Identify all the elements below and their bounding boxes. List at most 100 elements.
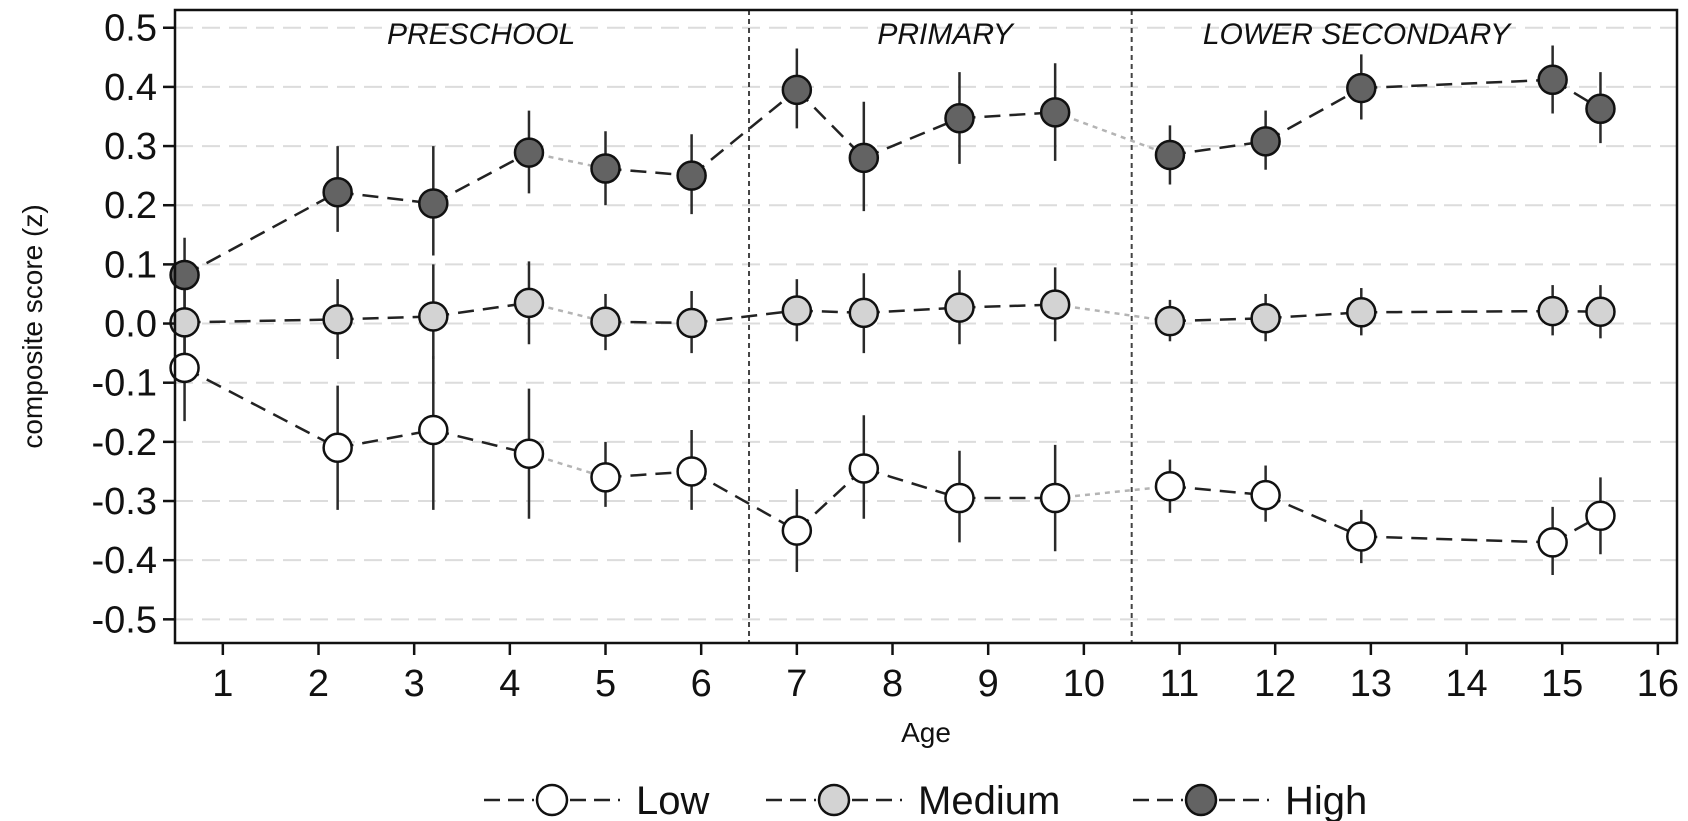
x-tick-label-7: 8	[882, 663, 903, 705]
line-low-seg-10	[1169, 484, 1266, 497]
point-medium-5	[676, 307, 707, 339]
line-medium-seg-8	[959, 303, 1056, 309]
phase-label-0: PRESCHOOL	[387, 18, 575, 51]
y-tick-label-10: 0.5	[104, 8, 157, 50]
point-high-6	[781, 74, 813, 106]
legend-label-low: Low	[636, 779, 709, 821]
line-high-seg-7	[863, 117, 960, 160]
x-tick-label-1: 2	[308, 663, 329, 705]
x-axis-title: Age	[901, 717, 951, 748]
legend: Low Medium High	[484, 779, 1367, 821]
line-medium-seg-0	[184, 318, 338, 324]
point-low-9	[1039, 482, 1071, 514]
point-medium-10	[1154, 305, 1186, 337]
point-high-14	[1585, 93, 1616, 125]
point-low-1	[322, 432, 353, 464]
line-low-seg-11	[1265, 493, 1362, 538]
line-medium-seg-1	[337, 315, 434, 321]
line-low-seg-7	[863, 467, 960, 500]
grid-layer	[175, 26, 1677, 621]
phase-labels: PRESCHOOL PRIMARY LOWER SECONDARY	[387, 18, 1512, 51]
x-tick-label-4: 5	[595, 663, 616, 705]
point-low-14	[1585, 500, 1616, 532]
point-medium-13	[1537, 295, 1568, 327]
y-tick-label-2: -0.3	[92, 481, 157, 523]
point-medium-14	[1585, 296, 1616, 327]
point-high-11	[1250, 126, 1281, 157]
line-high-seg-11	[1265, 86, 1362, 143]
point-medium-8	[944, 292, 975, 323]
line-high-seg-6	[795, 88, 865, 159]
line-high-seg-2	[432, 151, 530, 205]
point-high-8	[944, 103, 975, 134]
line-medium-seg-10	[1169, 316, 1266, 323]
line-medium-seg-12	[1361, 309, 1553, 314]
point-medium-12	[1346, 297, 1377, 328]
y-tick-label-7: 0.2	[104, 185, 157, 227]
point-medium-6	[781, 295, 813, 326]
line-high-seg-9	[1054, 111, 1171, 157]
y-tick-label-8: 0.3	[104, 126, 157, 168]
point-high-5	[676, 160, 707, 191]
legend-marker-medium	[817, 783, 851, 817]
x-tick-label-12: 13	[1350, 663, 1392, 705]
data-points	[169, 64, 1616, 558]
point-low-5	[676, 456, 707, 487]
point-low-2	[418, 414, 449, 446]
x-tick-label-15: 16	[1637, 663, 1679, 705]
point-low-13	[1537, 527, 1568, 558]
legend-label-medium: Medium	[918, 779, 1060, 821]
line-medium-seg-2	[433, 301, 530, 318]
y-tick-label-3: -0.2	[92, 422, 157, 464]
y-tick-label-9: 0.4	[104, 67, 157, 109]
x-tick-label-3: 4	[499, 663, 520, 705]
point-high-0	[169, 259, 200, 291]
point-high-3	[513, 137, 545, 168]
point-high-1	[322, 176, 353, 208]
point-high-9	[1039, 97, 1071, 128]
y-axis-title: composite score (z)	[17, 204, 48, 448]
line-low-seg-2	[433, 428, 530, 455]
point-low-4	[590, 462, 621, 493]
x-tick-label-6: 7	[786, 663, 807, 705]
y-tick-label-4: -0.1	[92, 363, 157, 405]
line-medium-seg-5	[691, 309, 797, 325]
series-lines	[183, 78, 1602, 544]
x-tick-label-13: 14	[1445, 663, 1487, 705]
x-tick-label-11: 12	[1254, 663, 1296, 705]
line-high-seg-8	[959, 111, 1056, 120]
line-high-seg-1	[337, 190, 434, 205]
legend-marker-low	[535, 783, 569, 817]
y-tick-label-1: -0.4	[92, 540, 157, 582]
point-low-11	[1250, 479, 1281, 511]
point-low-0	[169, 352, 200, 384]
x-tick-label-10: 11	[1160, 663, 1199, 705]
line-medium-seg-9	[1054, 303, 1171, 323]
point-low-12	[1346, 521, 1377, 552]
y-tick-label-6: 0.1	[104, 244, 157, 286]
line-low-seg-12	[1361, 535, 1553, 544]
x-tick-label-2: 3	[404, 663, 425, 705]
line-medium-seg-7	[863, 306, 960, 315]
legend-label-high: High	[1285, 779, 1367, 821]
x-tick-label-14: 15	[1541, 663, 1583, 705]
point-high-4	[590, 153, 621, 184]
point-medium-9	[1039, 289, 1071, 320]
line-low-seg-0	[183, 366, 339, 449]
point-high-7	[848, 142, 880, 174]
line-high-seg-10	[1169, 140, 1266, 157]
point-high-12	[1346, 72, 1377, 104]
phase-label-1: PRIMARY	[877, 18, 1015, 51]
point-low-8	[944, 482, 975, 514]
point-medium-11	[1250, 302, 1281, 334]
point-medium-2	[418, 301, 449, 332]
plot-frame	[173, 8, 1679, 645]
line-low-seg-1	[337, 428, 434, 450]
phase-boundaries	[748, 10, 1133, 643]
point-medium-4	[590, 306, 621, 338]
point-medium-3	[513, 287, 545, 319]
point-high-2	[418, 188, 449, 219]
point-low-10	[1154, 470, 1186, 502]
point-high-13	[1537, 64, 1568, 96]
phase-label-2: LOWER SECONDARY	[1203, 18, 1512, 51]
